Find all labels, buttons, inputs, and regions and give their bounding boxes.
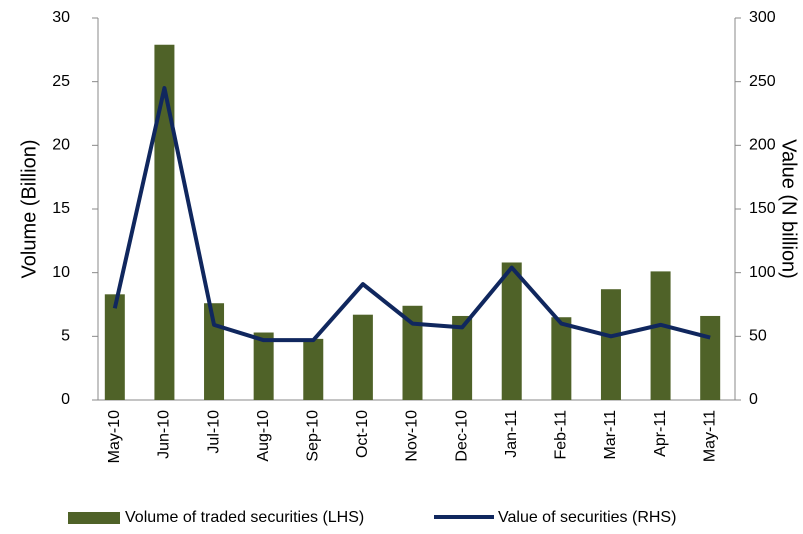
bar — [352, 314, 373, 400]
legend-label: Volume of traded securities (LHS) — [125, 509, 364, 526]
bar — [650, 271, 671, 400]
bar — [104, 294, 125, 400]
x-tick-label: Sep-10 — [304, 410, 321, 462]
x-tick-label: Mar-11 — [602, 410, 619, 460]
x-tick-label: Oct-10 — [354, 410, 371, 458]
bar — [501, 262, 522, 400]
y-tick-label: 15 — [52, 200, 70, 217]
bar — [253, 332, 274, 400]
y-tick-label: 25 — [52, 73, 70, 90]
x-tick-label: Dec-10 — [453, 410, 470, 462]
y-tick-label: 0 — [61, 391, 70, 408]
y2-tick-label: 50 — [749, 328, 767, 345]
x-tick-label: Jun-10 — [156, 410, 173, 459]
y-tick-label: 10 — [52, 264, 70, 281]
legend-label: Value of securities (RHS) — [498, 509, 676, 526]
x-tick-label: Apr-11 — [652, 410, 669, 457]
y-tick-label: 30 — [52, 9, 70, 26]
y-tick-label: 5 — [61, 328, 70, 345]
bar — [154, 44, 175, 401]
y2-tick-label: 100 — [749, 264, 776, 281]
x-tick-label: Aug-10 — [255, 410, 272, 462]
y-tick-label: 20 — [52, 137, 70, 154]
y2-tick-label: 0 — [749, 391, 758, 408]
x-tick-label: May-10 — [106, 410, 123, 463]
x-tick-label: May-11 — [701, 410, 718, 462]
bar — [303, 338, 324, 400]
bar — [551, 317, 572, 400]
y2-tick-label: 150 — [749, 200, 776, 217]
y2-axis-label: Value (N billion) — [778, 139, 800, 279]
y2-tick-label: 300 — [749, 9, 776, 26]
x-tick-label: Feb-11 — [553, 410, 570, 460]
bar — [700, 315, 721, 400]
x-tick-label: Nov-10 — [404, 410, 421, 462]
legend-swatch — [68, 512, 120, 524]
bar — [402, 305, 423, 400]
line — [112, 86, 711, 343]
y2-tick-label: 250 — [749, 73, 776, 90]
x-tick-label: Jul-10 — [205, 410, 222, 454]
bar — [600, 289, 621, 400]
y2-tick-label: 200 — [749, 137, 776, 154]
bar — [452, 315, 473, 400]
y-axis-label: Volume (Billion) — [18, 140, 40, 279]
x-tick-label: Jan-11 — [503, 410, 520, 458]
